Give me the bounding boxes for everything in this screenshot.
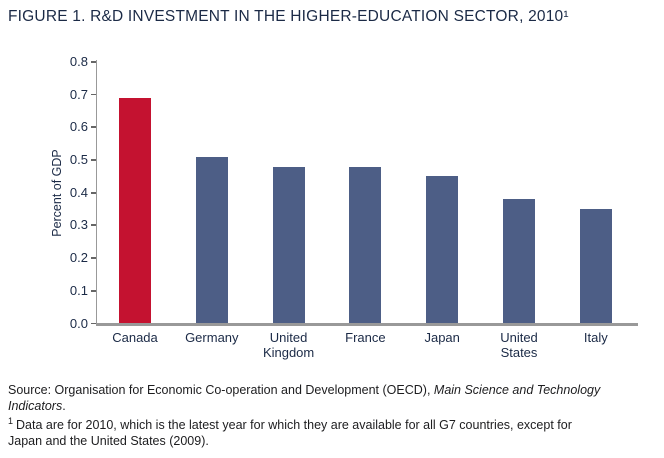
y-tick-mark: [90, 322, 97, 325]
bar-france: [349, 166, 382, 324]
source-note: Source: Organisation for Economic Co-ope…: [8, 383, 658, 414]
y-tick-mark: [90, 60, 97, 63]
footnote-line1: Data are for 2010, which is the latest y…: [16, 418, 572, 433]
y-tick-mark: [90, 191, 97, 194]
x-tick-label-germany: Germany: [185, 330, 239, 345]
x-tick-label-italy: Italy: [583, 330, 608, 345]
x-tick-label-united-kingdom: United Kingdom: [262, 330, 315, 360]
y-tick-label-0.4: 0.4: [69, 184, 88, 200]
y-tick-mark: [90, 289, 97, 292]
x-tick-label-united-states: United States: [500, 330, 538, 360]
bar-germany: [195, 156, 228, 324]
source-text: Source: Organisation for Economic Co-ope…: [8, 383, 434, 397]
footnote-marker: 1: [8, 416, 14, 426]
y-tick-label-0.5: 0.5: [69, 152, 88, 168]
y-tick-mark: [90, 224, 97, 227]
y-tick-mark: [90, 159, 97, 161]
y-tick-label-0.3: 0.3: [69, 217, 88, 233]
source-title-italic: Main Science and Technology Indicators: [8, 383, 601, 413]
bar-united-kingdom: [272, 166, 305, 324]
y-tick-mark: [90, 257, 97, 259]
figure-title: FIGURE 1. R&D INVESTMENT IN THE HIGHER-E…: [8, 8, 569, 25]
bar-italy: [579, 209, 612, 324]
bar-japan: [426, 176, 459, 324]
bar-united-states: [503, 199, 535, 324]
x-tick-label-japan: Japan: [424, 330, 460, 345]
y-tick-label-0.1: 0.1: [69, 282, 88, 298]
x-tick-label-france: France: [345, 330, 386, 345]
y-tick-mark: [90, 126, 97, 129]
footnote: 1 Data are for 2010, which is the latest …: [8, 414, 658, 449]
y-tick-label-0.0: 0.0: [69, 315, 88, 331]
source-period: .: [62, 398, 66, 413]
footnote-line2: Japan and the United States (2009).: [8, 433, 209, 448]
y-axis-line: [95, 60, 98, 325]
y-tick-label-0.6: 0.6: [69, 119, 88, 135]
y-tick-label-0.7: 0.7: [69, 86, 88, 102]
y-tick-label-0.8: 0.8: [69, 53, 88, 69]
y-tick-mark: [90, 93, 97, 96]
bar-canada: [119, 97, 151, 324]
x-axis-line: [95, 323, 638, 326]
x-tick-label-canada: Canada: [112, 330, 158, 345]
y-tick-label-0.2: 0.2: [69, 250, 88, 266]
